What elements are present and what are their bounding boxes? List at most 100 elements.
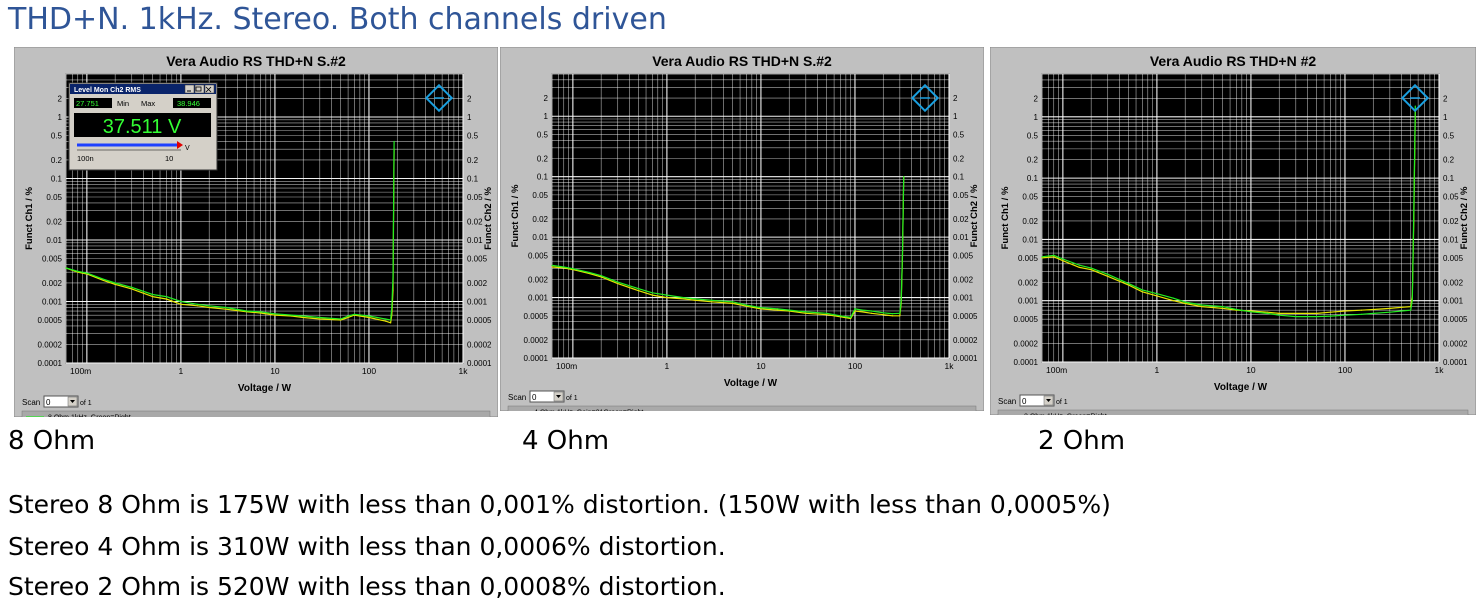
- data-point: [1172, 300, 1175, 302]
- scan-input[interactable]: [1019, 394, 1055, 407]
- plot-area: [551, 73, 950, 359]
- y-tick-label-left: 0.002: [42, 279, 63, 288]
- data-point: [384, 318, 387, 320]
- y-tick-label-right: 1: [953, 112, 958, 121]
- y-tick-label-left: 0.001: [42, 297, 63, 306]
- data-point: [551, 266, 553, 268]
- data-point: [882, 314, 884, 316]
- data-point: [1389, 307, 1391, 309]
- y-axis-label-right: Funct Ch2 / %: [969, 184, 980, 247]
- window-titlebar: [70, 84, 216, 94]
- y-tick-label-left: 0.5: [51, 132, 63, 141]
- caption-4-ohm: 4 Ohm: [522, 426, 610, 456]
- y-tick-label-left: 2: [1034, 94, 1039, 103]
- y-tick-label-left: 0.5: [537, 130, 549, 139]
- data-point: [563, 266, 565, 268]
- data-point: [77, 270, 79, 272]
- chart-title: Vera Audio RS THD+N #2: [1150, 53, 1317, 69]
- page-title: THD+N. 1kHz. Stereo. Both channels drive…: [8, 2, 667, 37]
- series-line-ch2: [551, 176, 905, 318]
- data-point: [1344, 314, 1346, 316]
- data-point: [151, 293, 154, 296]
- data-point: [666, 294, 668, 296]
- y-tick-label-right: 0.02: [1443, 217, 1459, 226]
- data-point: [1278, 312, 1280, 315]
- legend-text: 4 Ohm 1kHz. Gain=21Green=Right: [534, 410, 643, 412]
- data-point: [682, 296, 685, 299]
- scan-value: 0: [1022, 397, 1027, 406]
- data-point: [390, 322, 392, 324]
- data-point: [290, 315, 293, 317]
- data-point: [711, 299, 713, 301]
- data-point: [1201, 304, 1203, 306]
- data-point: [1400, 310, 1403, 312]
- y-tick-label-right: 0.0005: [467, 316, 492, 325]
- y-tick-label-left: 0.001: [528, 294, 549, 303]
- y-axis-label-right: Funct Ch2 / %: [1459, 186, 1470, 249]
- legend-bar: [507, 405, 977, 411]
- data-point: [651, 294, 653, 296]
- data-point: [600, 275, 602, 277]
- y-tick-label-right: 0.01: [1443, 235, 1459, 244]
- maximize-icon[interactable]: [194, 84, 205, 94]
- scan-of-label: of 1: [1056, 399, 1068, 406]
- data-point: [392, 276, 394, 278]
- data-point: [1062, 260, 1064, 262]
- y-tick-label-left: 0.002: [528, 275, 549, 284]
- data-point: [1295, 312, 1297, 315]
- legend-text: 2 Ohm 1kHz. Green=Right: [1024, 414, 1107, 416]
- data-point: [1184, 302, 1186, 305]
- min-value-box: [74, 98, 112, 108]
- max-value-box: [173, 98, 211, 108]
- x-tick-label: 1: [665, 361, 670, 371]
- data-point: [391, 306, 393, 309]
- data-point: [745, 304, 747, 306]
- y-tick-label-left: 1: [544, 112, 549, 121]
- y-tick-label-right: 0.0001: [1443, 358, 1468, 367]
- x-tick-label: 100m: [556, 361, 577, 371]
- data-point: [891, 315, 893, 317]
- max-label: Max: [141, 99, 155, 108]
- data-point: [1278, 314, 1280, 316]
- y-tick-label-right: 2: [467, 94, 472, 103]
- data-point: [393, 140, 395, 143]
- y-tick-label-left: 0.2: [1027, 156, 1039, 165]
- scan-label: Scan: [22, 398, 40, 407]
- grid-horizontal: [552, 73, 949, 359]
- data-point: [1141, 289, 1143, 291]
- y-tick-label-right: 0.001: [467, 297, 488, 306]
- y-tick-label-right: 2: [953, 94, 958, 103]
- data-point: [319, 316, 321, 319]
- minimize-icon[interactable]: [184, 84, 195, 94]
- scan-input[interactable]: [43, 395, 79, 408]
- data-point: [102, 279, 105, 282]
- x-tick-label: 10: [270, 366, 280, 376]
- scan-label: Scan: [508, 393, 526, 402]
- y-tick-label-left: 0.0002: [38, 340, 63, 349]
- window-title: Level Mon Ch2 RMS: [74, 87, 141, 94]
- data-point: [588, 272, 591, 275]
- data-point: [1316, 316, 1318, 318]
- y-tick-label-left: 0.005: [528, 251, 549, 260]
- y-tick-label-left: 2: [544, 94, 549, 103]
- data-point: [353, 313, 355, 315]
- scan-input[interactable]: [529, 390, 565, 403]
- series-line-ch1: [551, 176, 905, 320]
- data-point: [1184, 301, 1186, 303]
- y-tick-label-left: 0.02: [46, 217, 62, 226]
- data-point: [131, 288, 133, 290]
- data-point: [861, 311, 864, 313]
- x-tick-label: 100: [1338, 365, 1352, 375]
- y-tick-label-left: 0.005: [42, 255, 63, 264]
- level-monitor-window[interactable]: Level Mon Ch2 RMS 27.751 Min Max 38.946 37.51…: [68, 82, 218, 171]
- y-tick-label-left: 0.0001: [1014, 358, 1039, 367]
- data-point: [760, 308, 762, 310]
- data-point: [1078, 264, 1081, 266]
- y-axis-label-left: Funct Ch1 / %: [510, 184, 521, 247]
- data-point: [302, 316, 304, 319]
- data-point: [732, 301, 734, 303]
- chevron-down-icon: [1046, 399, 1051, 402]
- y-tick-label-right: 0.2: [1443, 156, 1455, 165]
- y-tick-label-left: 0.0005: [1014, 315, 1039, 324]
- data-point: [274, 314, 276, 316]
